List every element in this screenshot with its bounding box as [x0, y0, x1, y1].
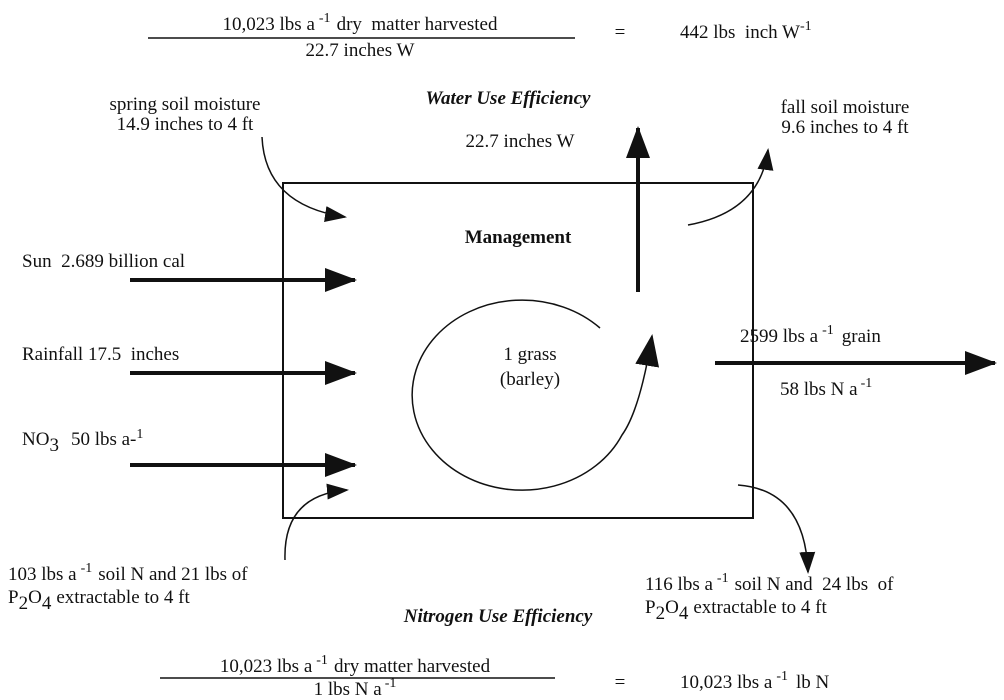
nitrate-label: NO3 50 lbs a-1: [22, 427, 143, 456]
text: 10,023 lbs a: [223, 14, 316, 35]
text: O: [665, 597, 679, 618]
spring-nutrients: P2O4 extractable to 4 ft: [8, 587, 190, 614]
text: soil N and 21 lbs of: [98, 564, 248, 585]
arrow: [687, 148, 774, 226]
subscript: 3: [49, 435, 59, 456]
text: 103 lbs a: [8, 564, 77, 585]
superscript: -1: [316, 653, 328, 668]
text: 1 lbs N a: [314, 679, 383, 700]
subscript: 4: [679, 603, 689, 624]
text: soil N and 24 lbs of: [735, 574, 895, 595]
grain-label: 2599 lbs a -1 grain: [740, 323, 881, 347]
crop: (barley): [500, 369, 560, 390]
text: dry matter harvested: [337, 14, 498, 35]
management: Management: [465, 227, 572, 248]
bottom-result: 10,023 lbs a -1 lb N: [680, 669, 830, 693]
subscript: 2: [656, 603, 666, 624]
text: P: [8, 587, 19, 608]
fall-moisture: 9.6 inches to 4 ft: [781, 117, 909, 138]
arrow: [284, 483, 349, 561]
nitrogen-output: 58 lbs N a -1: [780, 376, 872, 400]
text: 2599 lbs a: [740, 326, 819, 347]
bottom-numerator: 10,023 lbs a -1 dry matter harvested: [220, 653, 491, 677]
text: 58 lbs N a: [780, 379, 858, 400]
text: 116 lbs a: [645, 574, 713, 595]
text: 10,023 lbs a: [220, 656, 313, 677]
fall-nutrients: P2O4 extractable to 4 ft: [645, 597, 827, 624]
text: 50 lbs a-: [71, 429, 136, 450]
text: P: [645, 597, 656, 618]
superscript: -1: [319, 11, 331, 26]
fall-nutrients: 116 lbs a -1 soil N and 24 lbs of: [645, 571, 894, 595]
equals: =: [615, 22, 626, 43]
bottom-denominator: 1 lbs N a -1: [314, 676, 397, 700]
superscript: -1: [385, 676, 397, 691]
superscript: -1: [717, 571, 729, 586]
spring-moisture: 14.9 inches to 4 ft: [117, 114, 254, 135]
subscript: 2: [19, 593, 29, 614]
superscript: 1: [136, 427, 143, 442]
arrow: [737, 484, 816, 574]
top-numerator: 10,023 lbs a -1 dry matter harvested: [223, 11, 498, 35]
spring-moisture: spring soil moisture: [110, 94, 261, 115]
superscript: -1: [800, 19, 812, 34]
text: 442 lbs inch W: [680, 22, 800, 43]
rainfall-label: Rainfall 17.5 inches: [22, 344, 179, 365]
crop: 1 grass: [503, 344, 556, 365]
superscript: -1: [822, 323, 834, 338]
wue-title: Water Use Efficiency: [426, 88, 592, 109]
system-box: [282, 182, 754, 519]
equals: =: [615, 672, 626, 693]
text: grain: [842, 326, 882, 347]
top-result: 442 lbs inch W-1: [680, 19, 812, 43]
text: lb N: [796, 672, 830, 693]
superscript: -1: [776, 669, 788, 684]
superscript: -1: [81, 561, 93, 576]
fall-moisture: fall soil moisture: [781, 97, 910, 118]
text: extractable to 4 ft: [693, 597, 827, 618]
text: 10,023 lbs a: [680, 672, 773, 693]
sun-label: Sun 2.689 billion cal: [22, 251, 185, 272]
subscript: 4: [42, 593, 52, 614]
text: O: [28, 587, 42, 608]
top-denominator: 22.7 inches W: [306, 40, 415, 61]
wue-value: 22.7 inches W: [466, 131, 575, 152]
text: NO: [22, 429, 49, 450]
text: dry matter harvested: [334, 656, 491, 677]
cycle-arrow: [411, 299, 660, 491]
superscript: -1: [861, 376, 873, 391]
nue-title: Nitrogen Use Efficiency: [403, 606, 593, 627]
spring-nutrients: 103 lbs a -1 soil N and 21 lbs of: [8, 561, 248, 585]
text: extractable to 4 ft: [56, 587, 190, 608]
arrow: [261, 136, 347, 222]
